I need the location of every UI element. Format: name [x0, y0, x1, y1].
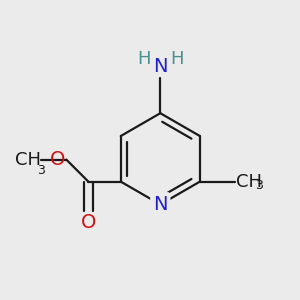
- Text: H: H: [137, 50, 151, 68]
- Text: N: N: [153, 57, 168, 76]
- Text: 3: 3: [37, 164, 45, 177]
- Text: CH: CH: [15, 151, 41, 169]
- Text: O: O: [50, 150, 65, 169]
- Text: O: O: [81, 213, 96, 232]
- Text: CH: CH: [236, 173, 262, 191]
- Text: 3: 3: [255, 179, 263, 192]
- Text: N: N: [153, 195, 168, 214]
- Text: H: H: [170, 50, 183, 68]
